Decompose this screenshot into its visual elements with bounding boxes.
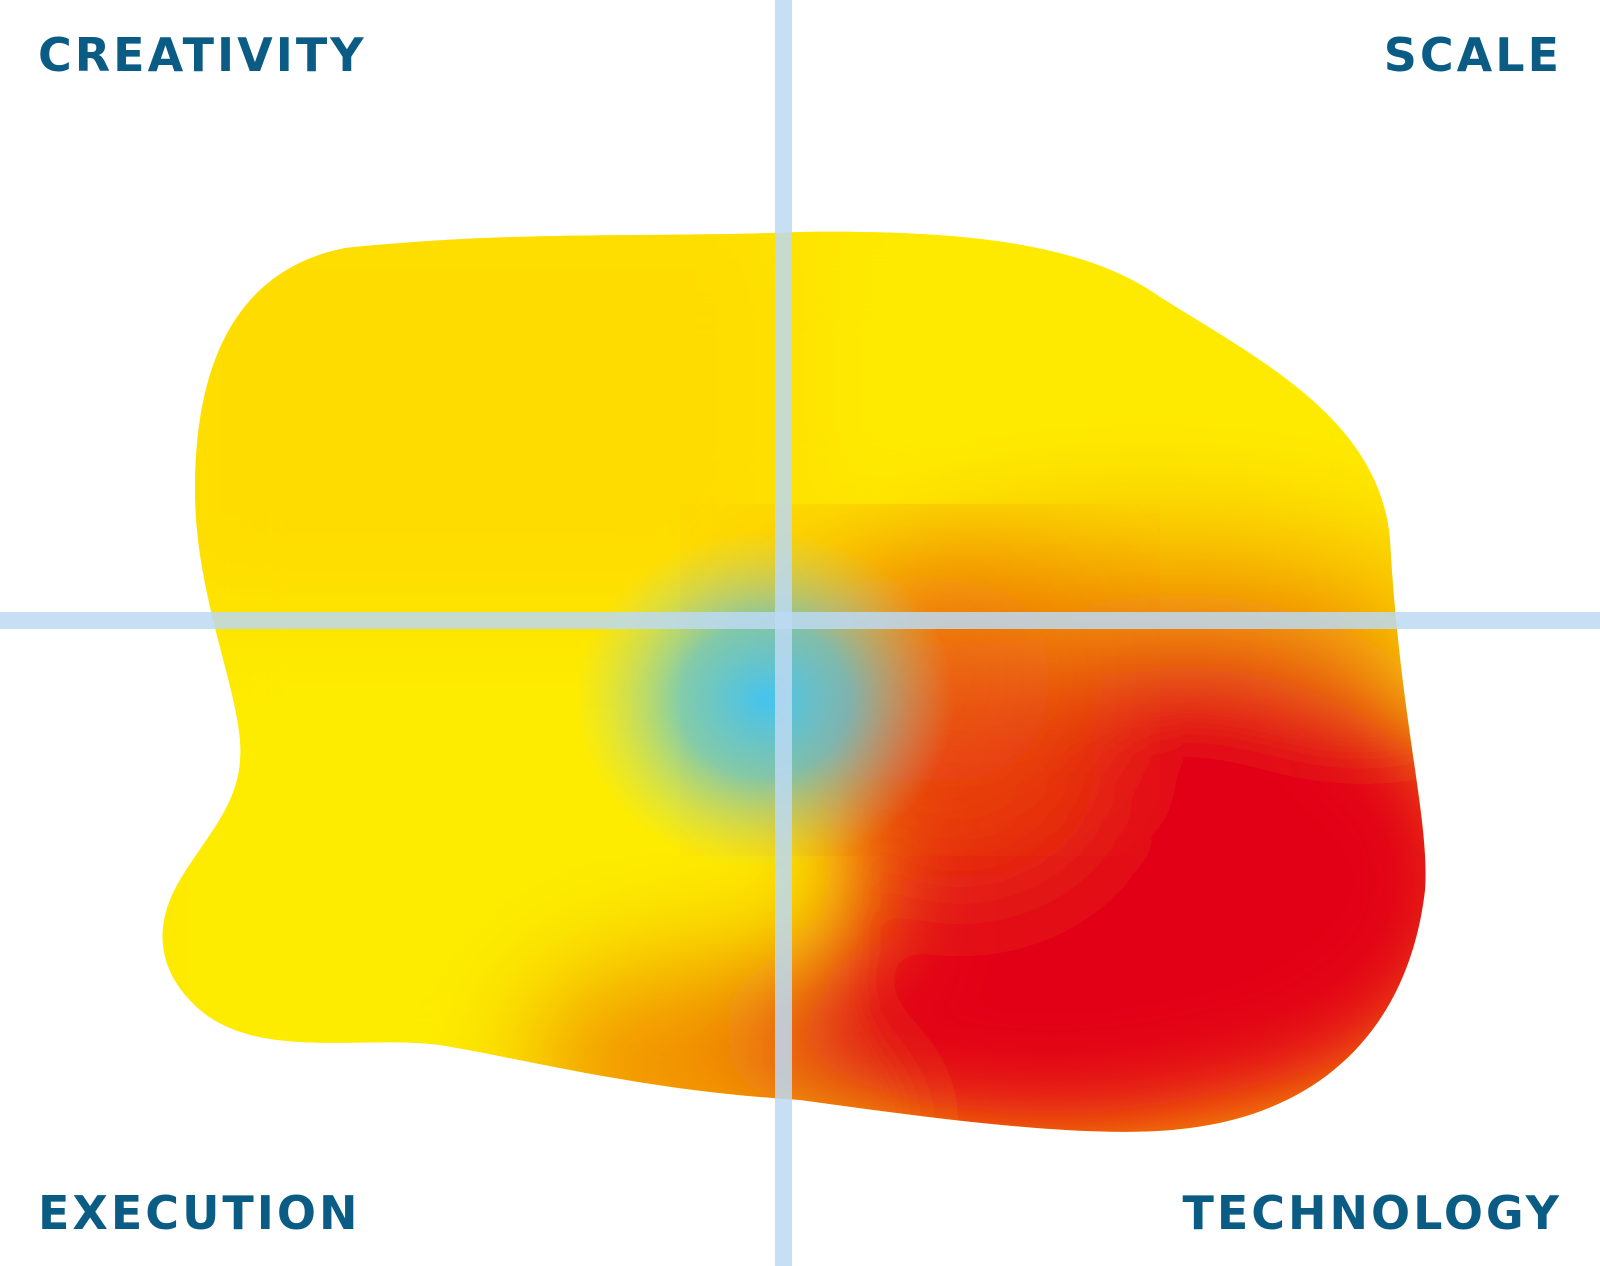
quadrant-label-scale: SCALE (1383, 28, 1562, 82)
quadrant-label-technology: TECHNOLOGY (1182, 1186, 1562, 1240)
vertical-axis (775, 0, 792, 1266)
horizontal-axis (0, 612, 1600, 629)
quadrant-label-execution: EXECUTION (38, 1186, 361, 1240)
quadrant-label-creativity: CREATIVITY (38, 28, 367, 82)
